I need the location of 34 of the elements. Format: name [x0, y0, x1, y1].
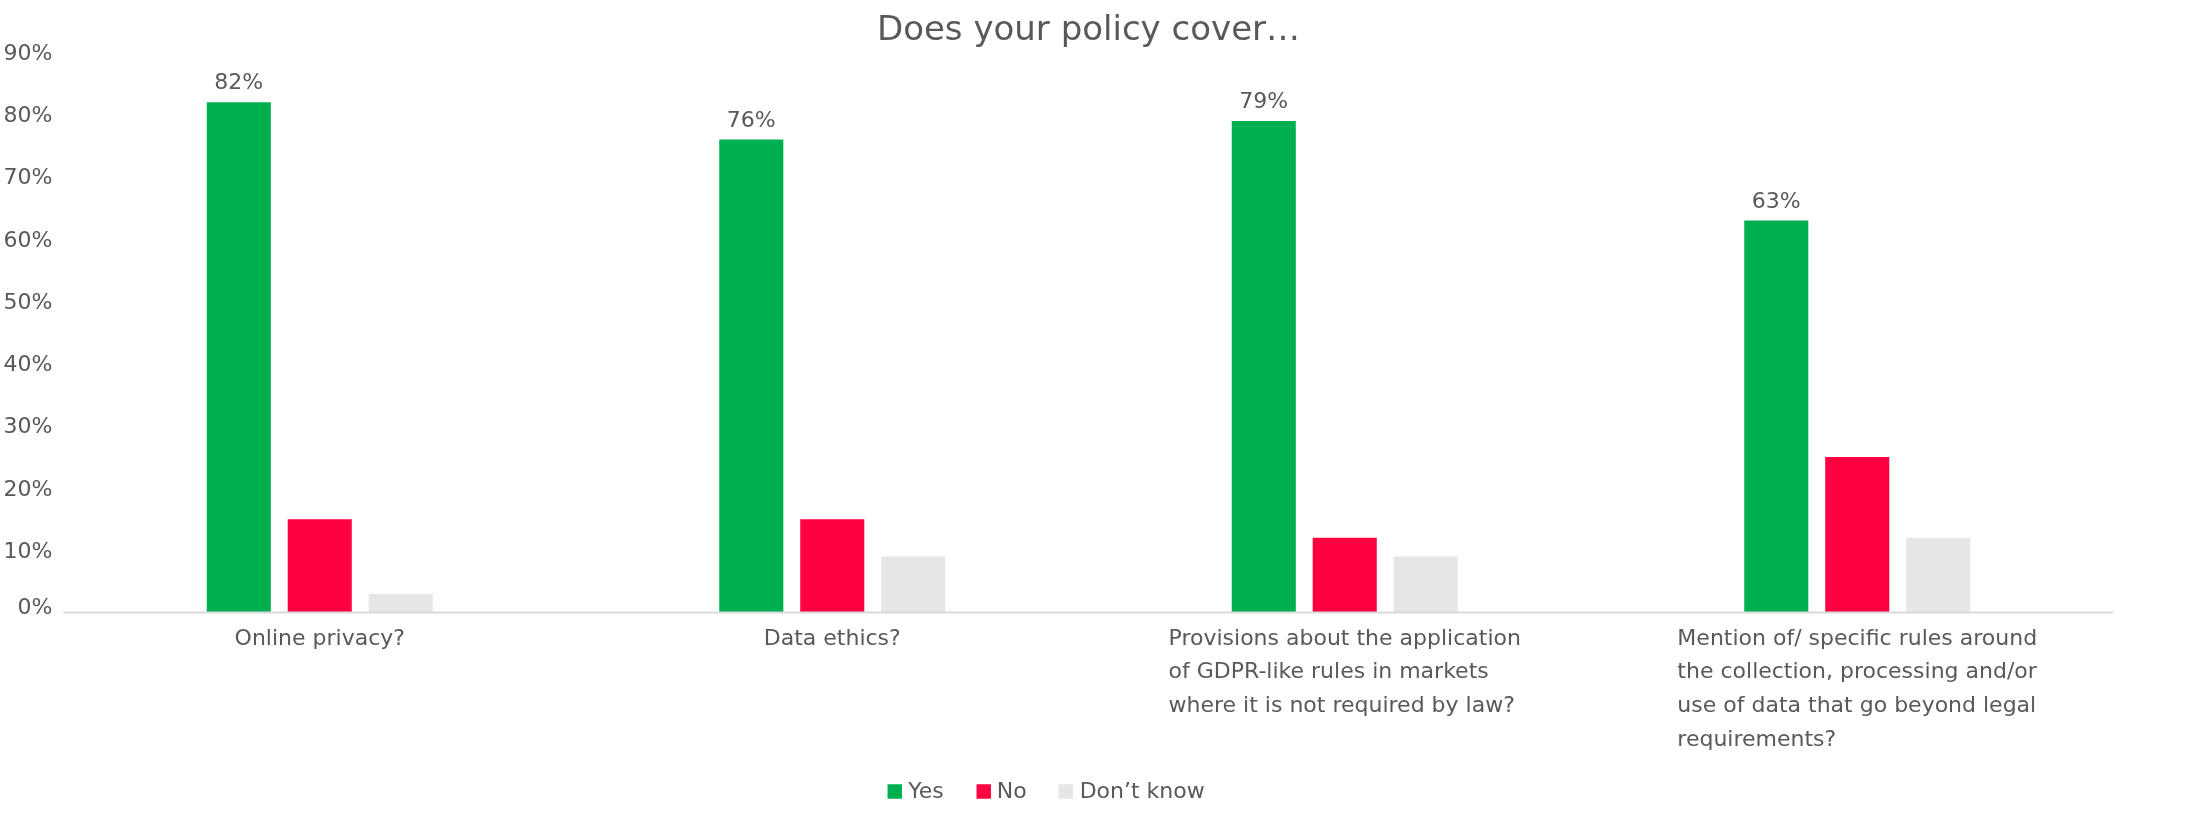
data-label: 79% — [1239, 87, 1289, 113]
bar — [287, 519, 352, 613]
bar — [368, 593, 433, 613]
y-tick-label: 30% — [3, 413, 53, 439]
bar — [1312, 537, 1377, 613]
bar — [1231, 120, 1296, 613]
bar — [719, 139, 784, 613]
y-tick-label: 20% — [3, 475, 53, 501]
data-label: 82% — [214, 69, 264, 95]
y-tick-label: 40% — [3, 351, 53, 377]
legend-label: Don’t know — [1079, 778, 1205, 803]
y-tick-label: 70% — [3, 164, 53, 190]
bar — [1825, 456, 1890, 613]
x-tick-label: Mention of/ specific rules around the collection, processing and/or use of data that go beyond legal requirements? — [1677, 624, 2038, 751]
legend-label: No — [996, 778, 1027, 803]
x-tick-label: Data ethics? — [763, 624, 901, 650]
x-tick-label: Provisions about the application of GDPR-like rules in markets where it is not required by law? — [1168, 624, 1521, 717]
legend-label: Yes — [908, 778, 944, 803]
y-tick-label: 60% — [3, 226, 53, 252]
bar — [800, 519, 865, 613]
y-tick-label: 90% — [3, 40, 53, 65]
bar — [206, 102, 271, 613]
bar — [1744, 220, 1809, 613]
x-tick-label: Online privacy? — [234, 624, 405, 650]
chart-title: Does your policy cover… — [876, 7, 1301, 48]
bar — [1906, 537, 1971, 613]
y-tick-label: 80% — [3, 102, 53, 128]
bar — [1393, 556, 1458, 613]
y-tick-label: 10% — [3, 537, 53, 563]
y-tick-label: 50% — [3, 288, 53, 314]
data-label: 76% — [726, 106, 776, 132]
data-label: 63% — [1751, 187, 1801, 213]
bar — [881, 556, 946, 613]
y-tick-label: 0% — [17, 593, 53, 619]
